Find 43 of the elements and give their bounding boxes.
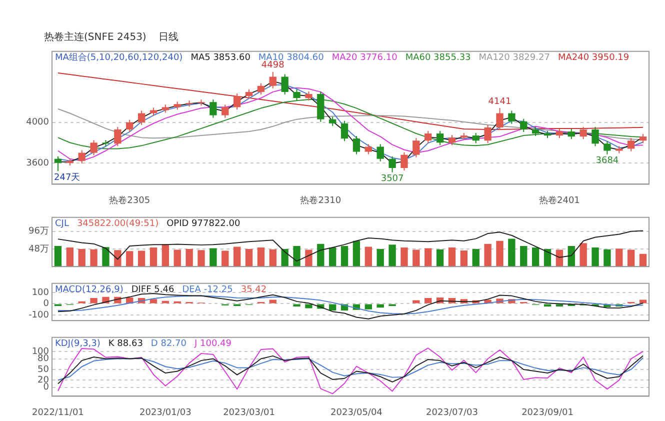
chart-title: 热卷主连(SNFE 2453) — [44, 32, 146, 43]
x-tick-label: 热卷2310 — [300, 194, 342, 206]
chart-title: CJL — [55, 219, 69, 230]
chart-title: MACD(12,26,9) — [55, 285, 124, 296]
x-tick-label: 2022/11/01 — [32, 408, 84, 418]
legend-title: MA组合(5,10,20,60,120,240) — [55, 52, 183, 64]
y-tick-label: 0 — [43, 382, 50, 393]
x-tick-label: 2023/01/03 — [139, 408, 192, 418]
y-tick-label: 4000 — [26, 118, 50, 128]
y-tick-label: 50 — [38, 364, 50, 375]
text: MA5 3853.60 — [190, 53, 251, 64]
series-label: 35.42 — [240, 285, 267, 296]
y-tick-label: 100 — [32, 288, 50, 298]
x-tick-label: 2023/03/01 — [223, 408, 275, 418]
series-label: DEA -12.25 — [182, 285, 233, 296]
series-label: DIFF 5.46 — [131, 285, 174, 296]
series-label: OPID 977822.00 — [166, 219, 240, 230]
series-label: K 88.63 — [108, 339, 143, 350]
annotation: 3507 — [380, 174, 404, 184]
x-tick-label: 2023/07/03 — [426, 408, 478, 418]
x-tick-label: 热卷2305 — [109, 194, 150, 206]
y-tick-label: 0 — [43, 299, 50, 310]
y-tick-label: 80 — [38, 354, 50, 364]
annotation: 247天 — [54, 172, 80, 184]
x-tick-label: 热卷2401 — [538, 194, 580, 206]
annotation: 3684 — [596, 156, 619, 166]
y-tick-label: 96万 — [28, 226, 49, 237]
y-tick-label: 3600 — [26, 158, 50, 168]
text: MA120 3829.27 — [478, 53, 550, 64]
chart-subtitle: 日线 — [158, 32, 178, 43]
text: MA240 3950.19 — [558, 53, 630, 64]
text: MA60 3855.33 — [405, 53, 471, 64]
y-tick-label: -100 — [28, 310, 50, 320]
y-tick-label: 48万 — [28, 244, 49, 254]
x-tick-label: 2023/09/01 — [522, 408, 574, 418]
x-tick-label: 2023/05/04 — [330, 408, 383, 418]
annotation: 4498 — [261, 60, 285, 71]
series-label: D 82.70 — [150, 339, 187, 350]
chart-title: KDJ(9,3,3) — [55, 339, 100, 350]
annotation: 4141 — [488, 96, 512, 107]
series-label: J 100.49 — [193, 339, 232, 350]
series-label: 345822.00(49:51) — [76, 219, 159, 230]
text: MA20 3776.10 — [332, 53, 398, 64]
